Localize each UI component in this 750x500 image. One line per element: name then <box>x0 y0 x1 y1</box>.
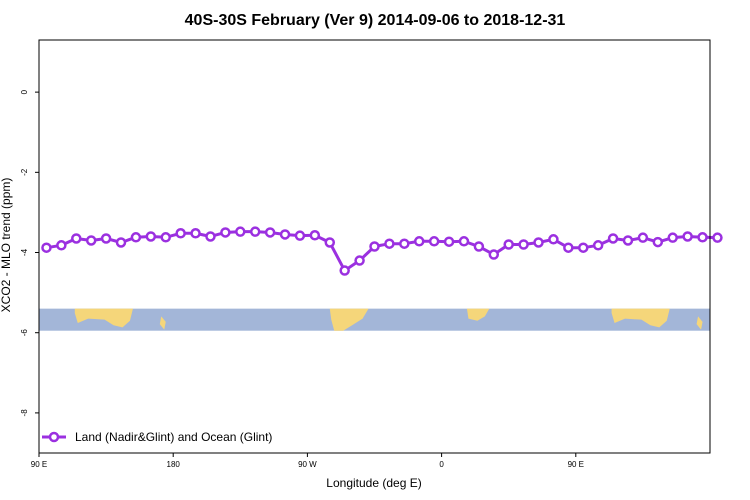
data-point <box>443 236 455 247</box>
data-point <box>622 235 634 246</box>
map-strip <box>39 308 710 331</box>
data-point <box>473 241 485 252</box>
land-new-zealand-repeat <box>696 316 703 330</box>
y-tick-label: -8 <box>20 409 29 417</box>
legend-label: Land (Nadir&Glint) and Ocean (Glint) <box>75 430 272 444</box>
plot-frame <box>38 39 711 454</box>
data-point <box>652 236 664 248</box>
land-new-zealand <box>159 316 166 330</box>
data-point <box>220 227 231 238</box>
x-axis-label: Longitude (deg E) <box>326 476 421 490</box>
land-africa <box>466 308 490 321</box>
data-point <box>41 242 52 253</box>
data-point <box>145 231 157 242</box>
data-point <box>205 231 216 242</box>
data-point <box>548 234 559 245</box>
legend-marker-swatch <box>48 431 60 443</box>
data-point <box>309 230 321 241</box>
data-point <box>533 237 544 248</box>
data-point <box>518 239 529 250</box>
data-point <box>115 237 127 248</box>
x-axis-ticks: 90 E 180 90 W 0 90 E <box>31 453 584 469</box>
data-point <box>249 226 261 237</box>
data-point <box>339 265 350 276</box>
y-tick-label: -6 <box>20 329 29 337</box>
land-australia-repeat <box>611 308 670 328</box>
y-axis-ticks: 0 -2 -4 -6 -8 <box>20 89 39 416</box>
x-tick-label: 90 W <box>298 460 317 469</box>
data-point <box>637 232 649 243</box>
data-point <box>682 231 693 242</box>
land-australia <box>74 308 133 328</box>
data-point <box>324 237 336 248</box>
x-tick-label: 90 E <box>568 460 584 469</box>
data-point <box>384 238 395 249</box>
data-point <box>175 228 186 239</box>
data-point <box>697 232 708 243</box>
data-point <box>369 241 380 252</box>
x-tick-label: 90 E <box>31 460 47 469</box>
map-ocean <box>39 308 710 331</box>
data-point <box>100 233 112 244</box>
data-point <box>712 232 723 243</box>
data-point <box>607 233 619 244</box>
data-point <box>294 230 306 241</box>
chart-title: 40S-30S February (Ver 9) 2014-09-06 to 2… <box>185 12 566 29</box>
data-point <box>130 232 142 243</box>
data-point <box>264 227 276 238</box>
data-point <box>85 235 97 246</box>
y-tick-label: -4 <box>20 248 29 256</box>
data-point <box>563 242 574 253</box>
y-axis-label: XCO2 - MLO trend (ppm) <box>0 178 13 313</box>
x-tick-label: 0 <box>439 460 444 469</box>
data-point <box>503 239 514 250</box>
land-south-america <box>329 308 369 331</box>
data-point <box>399 238 410 249</box>
data-point <box>488 249 500 260</box>
data-point <box>428 236 440 247</box>
series-layer <box>41 226 723 276</box>
data-point <box>71 233 82 244</box>
data-point <box>56 240 67 251</box>
data-point <box>190 228 201 239</box>
y-tick-label: 0 <box>20 89 29 94</box>
series-line <box>46 230 718 273</box>
data-point <box>235 226 246 237</box>
data-point <box>592 240 604 251</box>
data-point <box>458 236 470 247</box>
data-point <box>578 242 589 253</box>
y-tick-label: -2 <box>20 168 29 176</box>
data-point <box>667 232 678 243</box>
legend: Land (Nadir&Glint) and Ocean (Glint) <box>42 430 272 444</box>
x-tick-label: 180 <box>167 460 181 469</box>
data-point <box>160 232 171 243</box>
data-point <box>413 236 425 247</box>
data-point <box>279 229 291 240</box>
data-point <box>354 255 365 266</box>
